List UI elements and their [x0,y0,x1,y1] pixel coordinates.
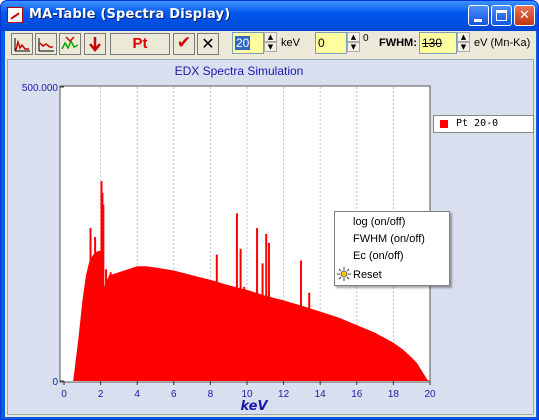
spin-down-icon[interactable]: ▼ [347,42,360,52]
close-icon: ✕ [519,8,530,23]
close-button[interactable]: ✕ [514,5,535,26]
title-bar[interactable]: MA-Table (Spectra Display) ✕ [1,1,538,31]
kev-unit-label: keV [281,37,300,49]
x-tick-label: 2 [98,389,104,400]
context-menu[interactable]: log (on/off) FWHM (on/off) Ec (on/off) R… [334,211,450,286]
minimize-icon [474,19,482,22]
spectrum-linear-button[interactable] [11,33,33,55]
plot-frame: EDX Spectra Simulation 0 2 4 6 8 10 12 14 16 18 20… [7,59,534,415]
reset-icon [337,267,351,281]
x-tick-label: 16 [351,389,363,400]
menu-item-ec[interactable]: Ec (on/off) [353,250,404,262]
arrow-down-icon [89,37,101,52]
legend: Pt 20-0 [433,115,534,133]
toolbar: Pt ✔ ✕ 20 ▲ ▼ keV 0 ▲ ▼ 0 FWHM: 130 ▲ ▼ eV … [5,31,536,59]
y-tick-label: 0 [52,377,58,388]
fwhm-unit-label: eV (Mn-Ka) [474,37,531,49]
x-tick-label: 12 [278,389,290,400]
angle-spinner[interactable]: ▲ ▼ [347,32,360,54]
element-button[interactable]: Pt [110,33,170,55]
legend-label: Pt 20-0 [456,118,499,129]
x-tick-label: 10 [241,389,253,400]
spectrum-chart-icon [14,38,30,52]
angle-input[interactable]: 0 [315,32,347,54]
fwhm-input[interactable]: 130 [419,32,457,54]
peak-fit-button[interactable] [59,33,81,55]
spin-down-icon[interactable]: ▼ [264,42,277,52]
maximize-button[interactable] [491,5,512,26]
spectrum-chart[interactable]: EDX Spectra Simulation 0 2 4 6 8 10 12 14 16 18 20… [8,60,533,414]
x-tick-label: 18 [388,389,400,400]
fwhm-label: FWHM: [379,37,417,49]
apply-check-icon[interactable]: ✔ [173,33,195,55]
x-tick-label: 0 [61,389,67,400]
spectrum-log-icon [38,38,54,52]
x-axis-label: keV [240,399,268,414]
app-icon[interactable] [7,7,23,23]
download-arrow-button[interactable] [84,33,106,55]
kev-value: 20 [235,36,251,50]
spectrum-peaks [89,181,311,381]
chart-title: EDX Spectra Simulation [175,64,304,78]
x-tick-label: 20 [424,389,436,400]
x-axis-ticks: 0 2 4 6 8 10 12 14 16 18 20 [61,381,436,400]
peak-fit-icon [61,36,79,50]
menu-item-fwhm[interactable]: FWHM (on/off) [353,233,425,245]
fwhm-spinner[interactable]: ▲ ▼ [457,32,470,54]
x-tick-label: 4 [134,389,140,400]
x-tick-label: 14 [315,389,327,400]
spin-down-icon[interactable]: ▼ [457,42,470,52]
spin-up-icon[interactable]: ▲ [457,32,470,42]
x-tick-label: 8 [208,389,214,400]
y-tick-label: 500.000 [22,83,59,94]
menu-item-reset[interactable]: Reset [353,269,382,281]
kev-spinner[interactable]: ▲ ▼ [264,32,277,54]
x-tick-label: 6 [171,389,177,400]
maximize-icon [496,10,507,21]
angle-unit-label: 0 [363,33,369,44]
minimize-button[interactable] [468,5,489,26]
spin-up-icon[interactable]: ▲ [264,32,277,42]
spin-up-icon[interactable]: ▲ [347,32,360,42]
client-area: Pt ✔ ✕ 20 ▲ ▼ keV 0 ▲ ▼ 0 FWHM: 130 ▲ ▼ eV … [5,31,536,417]
spectrum-log-button[interactable] [35,33,57,55]
window-title: MA-Table (Spectra Display) [29,7,231,22]
series-area [73,250,431,381]
y-axis-ticks: 0 500.000 [22,83,64,388]
cancel-x-icon[interactable]: ✕ [197,33,219,55]
menu-item-log[interactable]: log (on/off) [353,216,406,228]
kev-input[interactable]: 20 [232,32,264,54]
legend-swatch [440,120,448,128]
